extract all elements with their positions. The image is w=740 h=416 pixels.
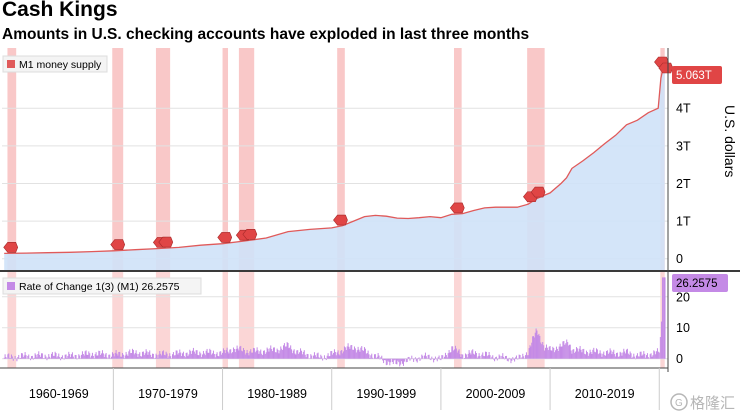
legend-swatch-m1: [7, 60, 15, 68]
chart-title: Cash Kings: [2, 0, 118, 21]
recession-band-top-2: [155, 48, 171, 270]
recession-band-bottom-2: [155, 272, 171, 368]
m1-line: [4, 67, 666, 255]
x-group-label-4: 2000-2009: [466, 387, 526, 401]
legend-label-roc: Rate of Change 1(3) (M1) 26.2575: [19, 281, 180, 293]
recession-marker-4: [217, 232, 233, 243]
recession-marker-6: [242, 228, 258, 240]
recession-band-top-4: [238, 48, 255, 270]
roc-bars: [3, 277, 666, 367]
y-tick-top-0: 0: [676, 252, 683, 266]
recession-band-bottom-4: [238, 272, 255, 368]
watermark: G 格隆汇: [670, 393, 735, 412]
y-tick-labels: 0 1T 2T 3T 4T 0 10 20: [676, 102, 691, 367]
last-value-badge-m1-box: [672, 66, 722, 84]
recession-band-top-5: [337, 48, 345, 270]
recession-marker-3: [158, 236, 174, 248]
last-value-m1: 5.063T: [676, 70, 712, 82]
axes: [0, 48, 740, 372]
last-value-roc: 26.2575: [676, 278, 718, 290]
recession-band-bottom-0: [7, 272, 17, 368]
y-tick-bottom-1: 10: [676, 321, 690, 335]
recession-band-top-0: [7, 48, 17, 270]
g-logo-icon: [670, 393, 688, 411]
legend-top: M1 money supply: [2, 55, 108, 73]
last-value-badge-roc-box: [672, 274, 728, 292]
last-value-badge-roc: 26.2575: [672, 274, 728, 292]
y-tick-bottom-2: 20: [676, 290, 690, 304]
last-value-badge-m1: 5.063T: [672, 66, 722, 84]
recession-marker-0: [3, 242, 19, 253]
y-tick-top-4: 4T: [676, 102, 691, 116]
legend-top-box: [2, 55, 108, 73]
x-group-label-1: 1970-1979: [138, 387, 198, 401]
legend-bottom: Rate of Change 1(3) (M1) 26.2575: [2, 277, 202, 295]
x-group-label-3: 1990-1999: [356, 387, 416, 401]
recession-band-bottom-6: [454, 272, 462, 368]
recession-band-bottom-5: [337, 272, 345, 368]
recession-band-bottom-1: [112, 272, 124, 368]
recession-band-bottom-3: [222, 272, 229, 368]
legend-bottom-box: [2, 277, 202, 295]
recession-marker-7: [333, 214, 348, 226]
y-axis-label: U.S. dollars: [722, 105, 738, 177]
watermark-text: 格隆汇: [690, 395, 735, 412]
m1-area-fill: [4, 68, 665, 270]
legend-swatch-roc: [7, 282, 15, 290]
x-group-label-2: 1980-1989: [247, 387, 307, 401]
recession-band-top-3: [222, 48, 229, 270]
recession-band-top-1: [112, 48, 124, 270]
chart-subtitle: Amounts in U.S. checking accounts have e…: [2, 26, 530, 43]
g-logo-letter: G: [675, 398, 683, 409]
recession-marker-1: [110, 239, 126, 250]
x-axis-labels: 1960-1969 1970-1979 1980-1989 1990-1999 2000…: [29, 368, 660, 410]
recession-marker-8: [449, 202, 465, 214]
y-tick-top-2: 2T: [676, 177, 691, 191]
y-tick-top-1: 1T: [676, 215, 691, 229]
legend-label-m1: M1 money supply: [19, 59, 102, 71]
recession-markers: [3, 56, 674, 253]
x-group-label-5: 2010-2019: [575, 387, 635, 401]
y-tick-top-3: 3T: [676, 139, 691, 153]
x-group-label-0: 1960-1969: [29, 387, 89, 401]
y-tick-bottom-0: 0: [676, 352, 683, 366]
recession-band-top-6: [454, 48, 462, 270]
recession-marker-10: [530, 186, 546, 198]
m1-area: [4, 67, 666, 270]
